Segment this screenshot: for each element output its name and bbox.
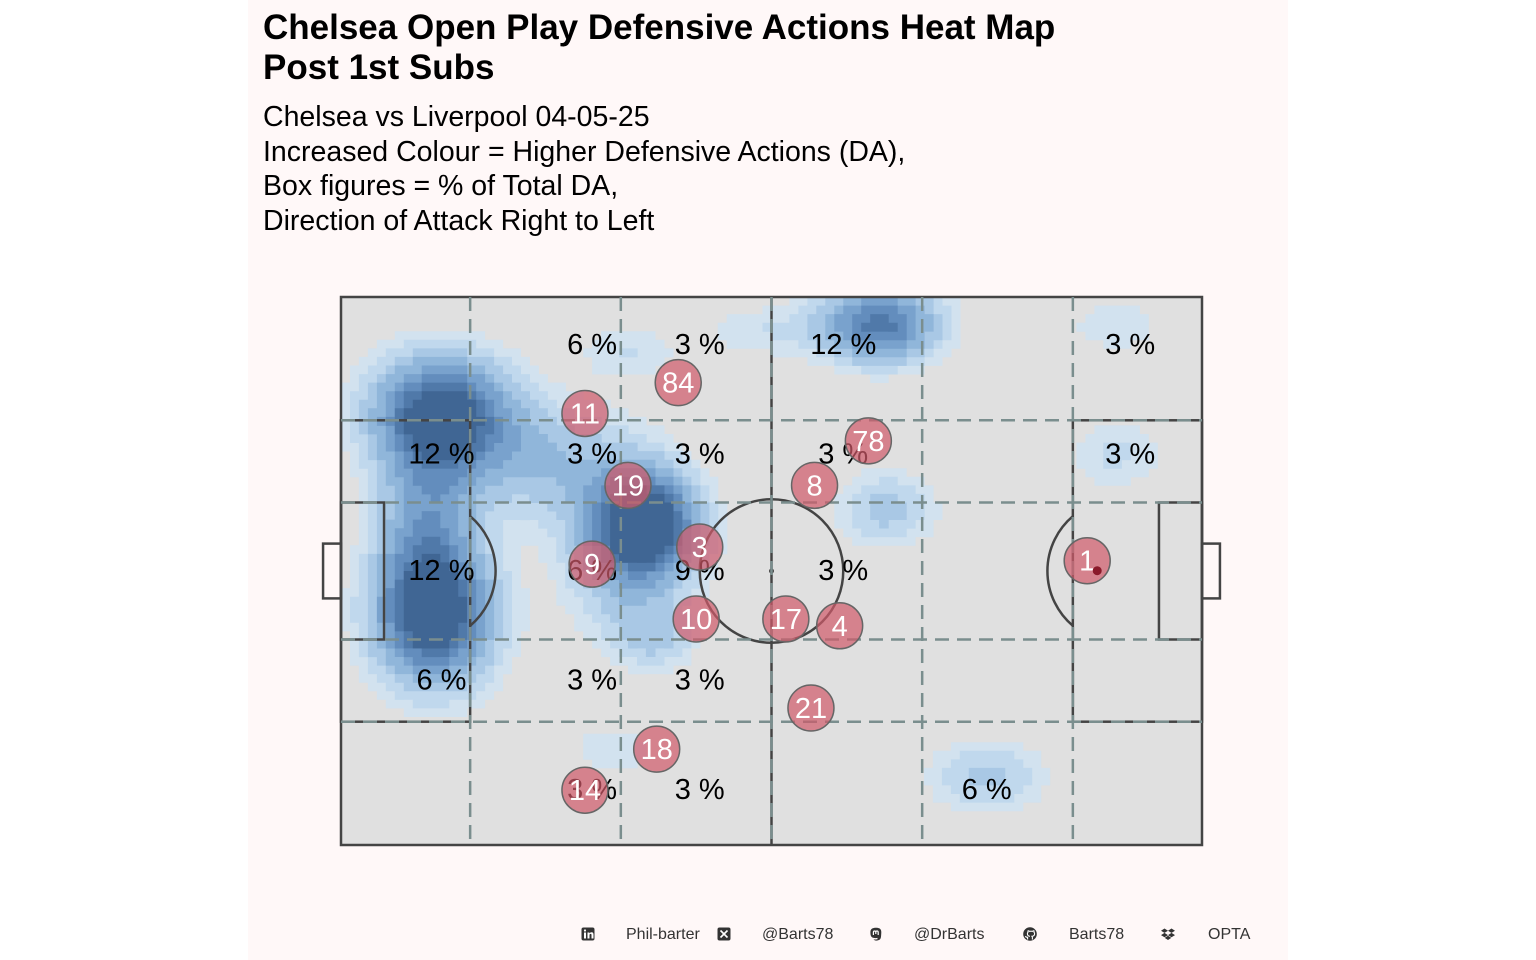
- mastodon-icon: [870, 927, 882, 941]
- zone-percentage-label: 6 %: [567, 329, 617, 361]
- player-number-label: 3: [692, 532, 708, 564]
- player-number-label: 78: [852, 426, 884, 458]
- footer-github-handle: Barts78: [1069, 926, 1125, 943]
- density-band-8: [403, 391, 674, 649]
- left-penalty-arc: [469, 515, 497, 627]
- footer-credits: Phil-barter @Barts78 @DrBarts Barts78 OP…: [0, 922, 1536, 948]
- zone-percentage-label: 3 %: [675, 665, 725, 697]
- footer-data-source: OPTA: [1208, 926, 1251, 943]
- player-marker: [676, 523, 724, 571]
- player-number-label: 17: [770, 604, 802, 636]
- player-marker: [604, 461, 652, 510]
- footer-mastodon-handle: @DrBarts: [914, 926, 985, 943]
- player-markers: 84 11 78 19 8 3 9 1 10 17 4 21 18 14: [561, 358, 1111, 814]
- zone-percentage-label: 12 %: [810, 329, 876, 361]
- title-line-2: Post 1st Subs: [263, 48, 495, 87]
- subtitle-line-direction: Direction of Attack Right to Left: [263, 204, 655, 237]
- right-penalty-arc: [1046, 515, 1074, 627]
- player-number-label: 10: [680, 604, 712, 636]
- player-marker: [632, 725, 681, 773]
- footer-linkedin-handle: Phil-barter: [626, 926, 700, 943]
- x-twitter-icon: [717, 927, 731, 941]
- player-marker: [561, 389, 609, 438]
- player-number-label: 14: [569, 775, 601, 807]
- zone-percentage-label: 3 %: [567, 665, 617, 697]
- chart-subtitle: Chelsea vs Liverpool 04-05-25 Increased …: [263, 100, 1263, 238]
- player-marker: [790, 461, 839, 510]
- player-number-label: 18: [641, 734, 673, 766]
- zone-percentage-label: 3 %: [818, 555, 868, 587]
- player-marker: [762, 595, 810, 643]
- zone-percentage-label: 3 %: [1105, 329, 1155, 361]
- github-icon: [1023, 927, 1037, 941]
- right-goal: [1200, 542, 1222, 600]
- player-number-label: 9: [584, 549, 600, 581]
- zone-percentage-label: 3 %: [567, 439, 617, 471]
- player-number-label: 4: [832, 611, 848, 643]
- event-dot: [1092, 566, 1102, 576]
- footer-x-handle: @Barts78: [762, 926, 834, 943]
- zone-percentage-labels: 6 %3 %12 %3 %12 %3 %3 %3 %3 %12 %6 %9 %3…: [408, 329, 1155, 806]
- player-marker: [561, 766, 609, 814]
- player-marker: [654, 358, 702, 407]
- zone-percentage-label: 6 %: [416, 665, 466, 697]
- player-marker: [844, 417, 893, 465]
- player-marker: [568, 540, 616, 588]
- title-line-1: Chelsea Open Play Defensive Actions Heat…: [263, 8, 1056, 47]
- left-goal: [321, 542, 343, 600]
- zone-percentage-label: 12 %: [408, 439, 474, 471]
- player-number-label: 84: [662, 368, 694, 400]
- zone-percentage-label: 6 %: [962, 774, 1012, 806]
- subtitle-line-match: Chelsea vs Liverpool 04-05-25: [263, 101, 650, 133]
- player-number-label: 8: [806, 470, 822, 502]
- player-number-label: 21: [795, 693, 827, 725]
- chart-title: Chelsea Open Play Defensive Actions Heat…: [263, 8, 1263, 88]
- subtitle-line-colour-note: Increased Colour = Higher Defensive Acti…: [263, 135, 906, 168]
- zone-percentage-label: 3 %: [675, 439, 725, 471]
- zone-percentage-label: 12 %: [408, 555, 474, 587]
- subtitle-line-box-note: Box figures = % of Total DA,: [263, 170, 619, 202]
- player-number-label: 11: [570, 398, 600, 430]
- zone-percentage-label: 3 %: [1105, 439, 1155, 471]
- player-marker: [672, 595, 720, 643]
- dropbox-icon: [1161, 928, 1175, 940]
- player-number-label: 1: [1079, 546, 1095, 578]
- player-marker: [815, 602, 864, 650]
- player-number-label: 19: [612, 470, 644, 502]
- zone-percentage-label: 3 %: [675, 774, 725, 806]
- player-marker: [787, 684, 835, 732]
- linkedin-icon: [581, 927, 595, 941]
- zone-percentage-label: 3 %: [675, 329, 725, 361]
